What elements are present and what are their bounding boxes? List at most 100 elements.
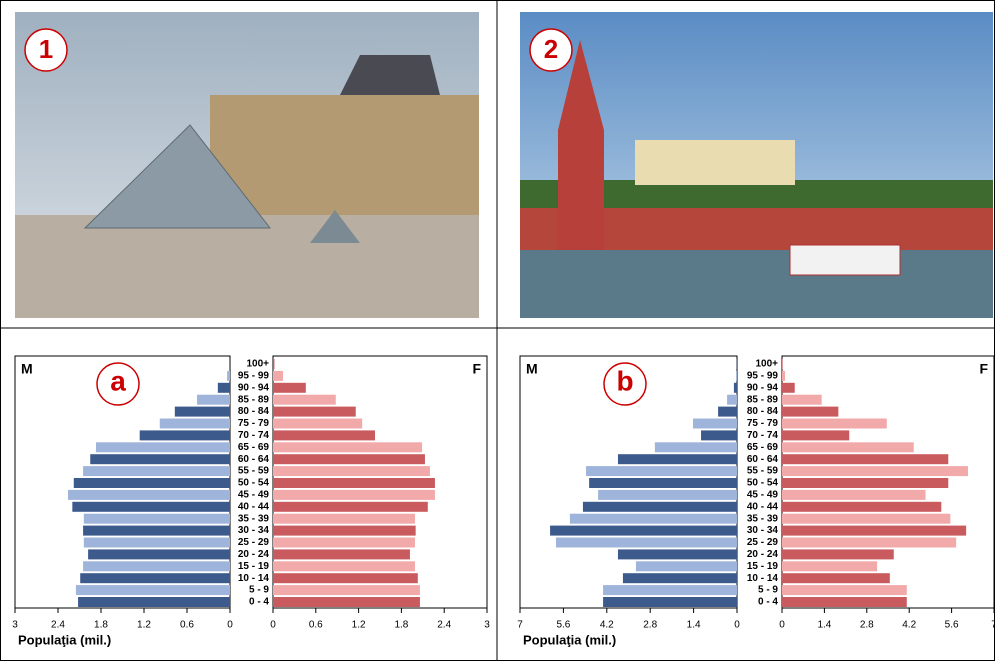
bar-female: [782, 418, 887, 429]
series-label: M: [21, 361, 33, 377]
age-label: 40 - 44: [747, 501, 779, 512]
bar-male: [718, 406, 737, 417]
bar-male: [598, 489, 737, 500]
bar-female: [782, 501, 942, 512]
bar-male: [83, 525, 230, 536]
bar-female: [273, 489, 435, 500]
age-label: 35 - 39: [747, 513, 779, 524]
bar-female: [782, 359, 783, 369]
bar-female: [782, 454, 949, 465]
age-label: 5 - 9: [249, 585, 269, 596]
bar-female: [273, 525, 416, 536]
bar-male: [635, 561, 737, 572]
age-label: 100+: [246, 359, 269, 370]
bar-male: [555, 537, 737, 548]
age-label: 35 - 39: [238, 513, 270, 524]
bar-male: [83, 561, 230, 572]
x-tick-label: 3: [12, 620, 18, 631]
bar-female: [782, 478, 949, 488]
age-label: 90 - 94: [747, 382, 779, 393]
bar-male: [139, 430, 230, 441]
x-axis-label: Populaţia (mil.): [523, 632, 616, 647]
age-label: 90 - 94: [238, 382, 270, 393]
bar-male: [727, 394, 737, 405]
bar-male: [174, 406, 230, 417]
bar-female: [782, 597, 907, 607]
x-tick-label: 1.8: [394, 620, 408, 631]
series-label: F: [979, 361, 988, 377]
age-label: 50 - 54: [238, 478, 270, 489]
age-label: 65 - 69: [238, 442, 270, 453]
bar-female: [273, 478, 435, 488]
chart-label: b: [616, 365, 633, 396]
x-tick-label: 7: [517, 620, 523, 631]
x-tick-label: 2.8: [643, 620, 657, 631]
age-label: 95 - 99: [747, 371, 779, 382]
bar-male: [90, 454, 230, 465]
x-tick-label: 5.6: [945, 620, 959, 631]
bar-female: [782, 573, 890, 584]
chart-badge: [603, 362, 647, 406]
bar-female: [782, 382, 795, 393]
age-label: 50 - 54: [747, 478, 779, 489]
x-tick-label: 0: [227, 620, 233, 631]
bar-male: [80, 573, 230, 584]
x-tick-label: 1.4: [687, 620, 701, 631]
bar-female: [273, 597, 420, 607]
chart-label: a: [110, 365, 126, 396]
age-label: 75 - 79: [747, 418, 779, 429]
bar-female: [273, 430, 376, 441]
bar-female: [782, 442, 914, 453]
bar-male: [617, 454, 737, 465]
bar-male: [227, 370, 230, 381]
x-tick-label: 1.4: [817, 620, 831, 631]
bar-female: [273, 359, 275, 369]
bar-female: [273, 585, 420, 596]
bar-female: [273, 513, 415, 524]
age-label: 70 - 74: [747, 430, 779, 441]
x-tick-label: 2.4: [437, 620, 451, 631]
age-label: 65 - 69: [747, 442, 779, 453]
bar-male: [75, 585, 231, 596]
bar-male: [72, 501, 230, 512]
photo-badge: 1 2: [24, 28, 573, 72]
photo-label: 2: [544, 34, 558, 64]
bar-female: [782, 561, 878, 572]
age-label: 95 - 99: [238, 371, 270, 382]
age-label: 85 - 89: [238, 394, 270, 405]
x-tick-label: 1.2: [137, 620, 151, 631]
x-axis-label: Populaţia (mil.): [18, 632, 111, 647]
age-label: 60 - 64: [238, 454, 270, 465]
bar-male: [617, 549, 737, 560]
age-label: 15 - 19: [238, 561, 270, 572]
bar-female: [273, 573, 418, 584]
bar-male: [68, 489, 231, 500]
age-label: 70 - 74: [238, 430, 270, 441]
age-label: 20 - 24: [747, 549, 779, 560]
bar-male: [83, 513, 230, 524]
bar-female: [782, 466, 968, 477]
x-tick-label: 4.2: [600, 620, 614, 631]
x-tick-label: 2.4: [51, 620, 65, 631]
age-label: 40 - 44: [238, 501, 270, 512]
x-tick-label: 3: [484, 620, 490, 631]
bar-female: [273, 466, 430, 477]
bar-female: [782, 394, 822, 405]
bar-female: [782, 525, 967, 536]
age-label: 80 - 84: [238, 406, 270, 417]
x-tick-label: 2.8: [860, 620, 874, 631]
bar-female: [782, 549, 894, 560]
bar-male: [733, 382, 737, 393]
bar-male: [582, 501, 737, 512]
bar-male: [692, 418, 737, 429]
bar-male: [95, 442, 230, 453]
bar-male: [83, 537, 230, 548]
age-label: 30 - 34: [238, 525, 270, 536]
bar-male: [550, 525, 737, 536]
bar-female: [273, 549, 410, 560]
bar-female: [273, 382, 306, 393]
bar-female: [273, 406, 356, 417]
series-label: F: [472, 361, 481, 377]
bar-male: [159, 418, 230, 429]
